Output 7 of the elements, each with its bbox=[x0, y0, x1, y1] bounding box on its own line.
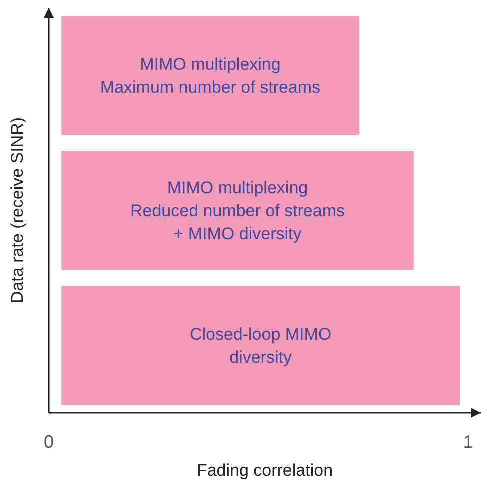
x-tick-label: 0 bbox=[44, 432, 54, 452]
x-axis-title: Fading correlation bbox=[196, 461, 334, 480]
y-axis-title: Data rate (receive SINR) bbox=[8, 117, 28, 304]
y-tick-label: MIMO multiplexing Maximum number of streams bbox=[100, 55, 321, 98]
y-tick-label: MIMO multiplexing Reduced number of streams + MIMO diversity bbox=[130, 178, 345, 244]
x-tick-label: 1 bbox=[463, 432, 474, 452]
y-tick-label: Closed-loop MIMO diversity bbox=[190, 325, 332, 368]
